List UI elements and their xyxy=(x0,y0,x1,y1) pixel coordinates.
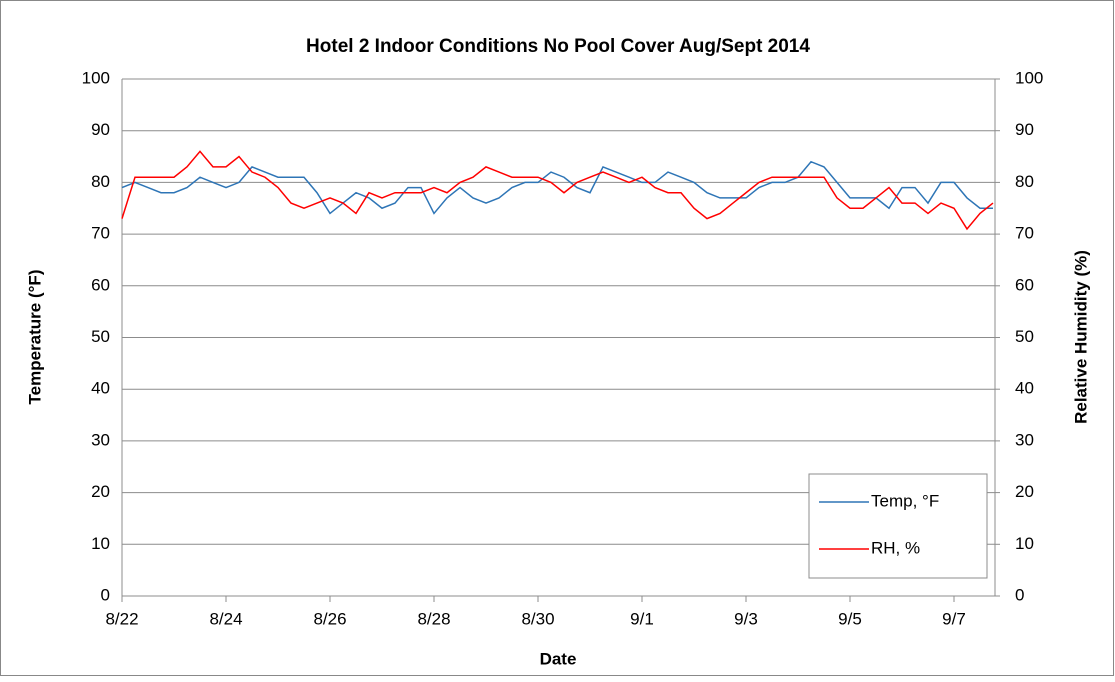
y2-tick-label: 20 xyxy=(1015,482,1034,501)
x-tick-label: 9/5 xyxy=(838,609,862,628)
x-tick-label: 8/24 xyxy=(209,609,242,628)
y2-tick-label: 60 xyxy=(1015,275,1034,294)
y-tick-label: 0 xyxy=(101,585,110,604)
x-tick-label: 8/28 xyxy=(417,609,450,628)
y2-tick-label: 50 xyxy=(1015,327,1034,346)
y2-tick-label: 90 xyxy=(1015,120,1034,139)
legend-box xyxy=(808,473,988,579)
x-tick-label: 9/7 xyxy=(942,609,966,628)
y-tick-label: 60 xyxy=(91,275,110,294)
y2-axis-label: Relative Humidity (%) xyxy=(1071,250,1090,424)
y2-tick-label: 80 xyxy=(1015,172,1034,191)
y2-tick-label: 40 xyxy=(1015,379,1034,398)
chart-title: Hotel 2 Indoor Conditions No Pool Cover … xyxy=(306,36,810,57)
y2-tick-label: 10 xyxy=(1015,534,1034,553)
y2-tick-label: 0 xyxy=(1015,585,1024,604)
legend-label: Temp, °F xyxy=(871,491,939,510)
y-axis-label: Temperature (°F) xyxy=(25,270,44,405)
x-tick-label: 8/22 xyxy=(105,609,138,628)
x-tick-label: 9/3 xyxy=(734,609,758,628)
x-tick-label: 8/30 xyxy=(521,609,554,628)
y-tick-label: 80 xyxy=(91,172,110,191)
x-tick-label: 8/26 xyxy=(313,609,346,628)
y-tick-label: 50 xyxy=(91,327,110,346)
x-tick-label: 9/1 xyxy=(630,609,654,628)
y2-tick-label: 100 xyxy=(1015,68,1043,87)
y2-tick-label: 30 xyxy=(1015,430,1034,449)
line-series xyxy=(121,160,993,215)
y-tick-label: 20 xyxy=(91,482,110,501)
y-tick-label: 40 xyxy=(91,379,110,398)
y-tick-label: 100 xyxy=(82,68,110,87)
y-tick-label: 30 xyxy=(91,430,110,449)
y2-tick-label: 70 xyxy=(1015,224,1034,243)
y-tick-label: 70 xyxy=(91,224,110,243)
line-series xyxy=(121,150,994,231)
x-axis-label: Date xyxy=(540,649,577,668)
y-tick-label: 10 xyxy=(91,534,110,553)
y-tick-label: 90 xyxy=(91,120,110,139)
legend-label: RH, % xyxy=(871,538,920,557)
